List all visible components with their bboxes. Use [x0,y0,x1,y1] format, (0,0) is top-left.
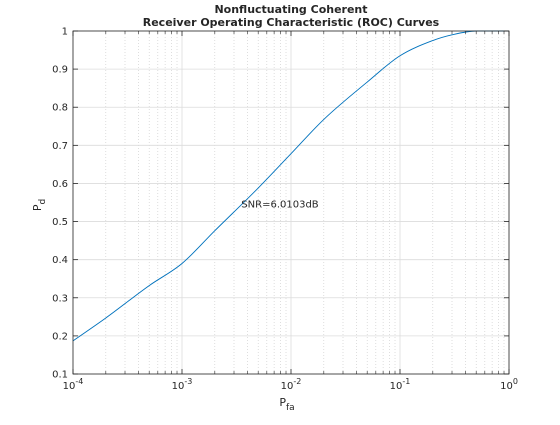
y-tick-label: 0.7 [52,141,68,152]
snr-annotation: SNR=6.0103dB [241,199,318,210]
y-tick-label: 1 [62,27,68,38]
x-axis-label: Pfa [279,396,294,413]
x-tick-label-base: 10 [172,381,185,392]
tick-marks [72,30,510,375]
y-axis-label-sub: d [38,199,48,205]
x-tick-label: 100 [500,377,518,392]
roc-curve [72,30,509,342]
x-axis-label-base: P [279,396,286,409]
x-tick-label-base: 10 [281,381,294,392]
y-tick-label: 0.6 [52,179,68,190]
x-tick-labels: 10-4 10-3 10-2 10-1 100 [63,377,518,392]
y-tick-label: 0.8 [52,103,68,114]
x-tick-label-base: 10 [63,381,76,392]
x-axis-label-sub: fa [286,403,295,413]
annotations: SNR=6.0103dB [241,199,318,210]
x-tick-label: 10-1 [390,377,411,392]
x-tick-label-exp: -2 [293,377,301,386]
x-tick-label: 10-3 [172,377,193,392]
chart-title-line-1: Nonfluctuating Coherent [214,3,367,16]
x-tick-label-exp: -1 [402,377,410,386]
x-tick-label-base: 10 [390,381,403,392]
x-tick-label-exp: -3 [184,377,192,386]
y-tick-label: 0.2 [52,331,68,342]
y-axis-label: Pd [31,199,48,211]
minor-grid [105,31,505,374]
y-tick-label: 0.3 [52,293,68,304]
x-tick-label-exp: -4 [75,377,83,386]
series-layer [72,30,509,342]
y-tick-label: 0.1 [52,370,68,381]
y-tick-label: 0.5 [52,217,68,228]
y-tick-label: 0.4 [52,255,68,266]
x-tick-label-base: 10 [500,381,513,392]
chart-title-line-2: Receiver Operating Characteristic (ROC) … [143,16,440,29]
y-axis-label-base: P [31,204,44,211]
x-tick-label-exp: 0 [513,377,518,386]
y-tick-label: 0.9 [52,65,68,76]
x-tick-label: 10-2 [281,377,302,392]
x-tick-label: 10-4 [63,377,84,392]
y-tick-labels: 0.1 0.2 0.3 0.4 0.5 0.6 0.7 0.8 0.9 1 [52,27,68,381]
